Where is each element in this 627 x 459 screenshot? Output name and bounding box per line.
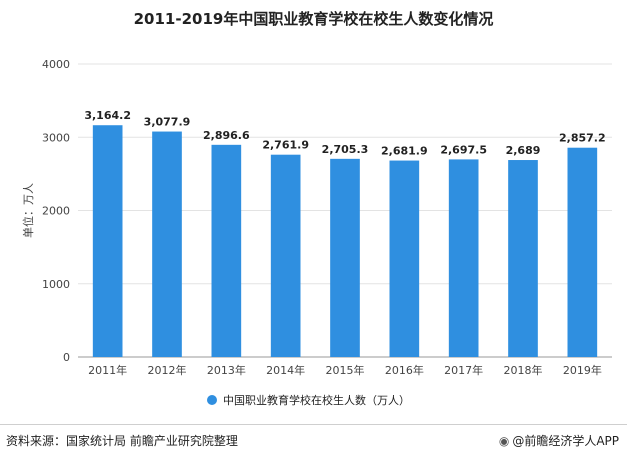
bar <box>152 131 182 357</box>
bar <box>508 160 538 357</box>
y-tick-label: 2000 <box>42 205 70 218</box>
footer-divider <box>0 424 627 425</box>
x-tick-label: 2015年 <box>326 363 365 377</box>
y-tick-label: 4000 <box>42 58 70 71</box>
data-label: 3,077.9 <box>144 116 191 129</box>
x-tick-label: 2016年 <box>385 363 424 377</box>
data-label: 2,681.9 <box>381 145 428 158</box>
y-tick-label: 3000 <box>42 131 70 144</box>
chart-title: 2011-2019年中国职业教育学校在校生人数变化情况 <box>133 10 494 28</box>
bar <box>448 159 479 357</box>
legend-label: 中国职业教育学校在校生人数（万人） <box>223 393 410 407</box>
data-label: 3,164.2 <box>84 109 131 122</box>
bar <box>211 144 242 357</box>
bar <box>330 158 360 357</box>
camera-icon: ◉ <box>498 433 510 448</box>
data-label: 2,689 <box>506 144 541 157</box>
y-tick-label: 0 <box>63 351 70 364</box>
bar-chart: 0 1000 2000 3000 4000 单位：万人 3,164.2 2011年 3,077.… <box>21 58 612 407</box>
data-label: 2,896.6 <box>203 129 250 142</box>
x-tick-label: 2011年 <box>88 363 127 377</box>
data-label: 2,697.5 <box>440 143 487 156</box>
data-label: 2,857.2 <box>559 132 606 145</box>
x-tick-label: 2012年 <box>148 363 187 377</box>
x-tick-label: 2013年 <box>207 363 246 377</box>
x-tick-label: 2014年 <box>266 363 305 377</box>
x-tick-label: 2017年 <box>444 363 483 377</box>
bar <box>92 125 123 357</box>
bar <box>270 154 301 357</box>
y-tick-label: 1000 <box>42 278 70 291</box>
source-note: 资料来源：国家统计局 前瞻产业研究院整理 <box>6 434 238 448</box>
brand-credit: ◉ @前瞻经济学人APP <box>499 432 619 449</box>
data-label: 2,705.3 <box>322 143 369 156</box>
y-axis-label: 单位：万人 <box>21 183 35 238</box>
legend-marker <box>207 395 217 405</box>
data-label: 2,761.9 <box>262 139 309 152</box>
brand-label: @前瞻经济学人APP <box>512 434 619 448</box>
x-tick-label: 2019年 <box>563 363 602 377</box>
x-tick-label: 2018年 <box>504 363 543 377</box>
bar <box>567 147 598 357</box>
bar <box>389 160 420 357</box>
